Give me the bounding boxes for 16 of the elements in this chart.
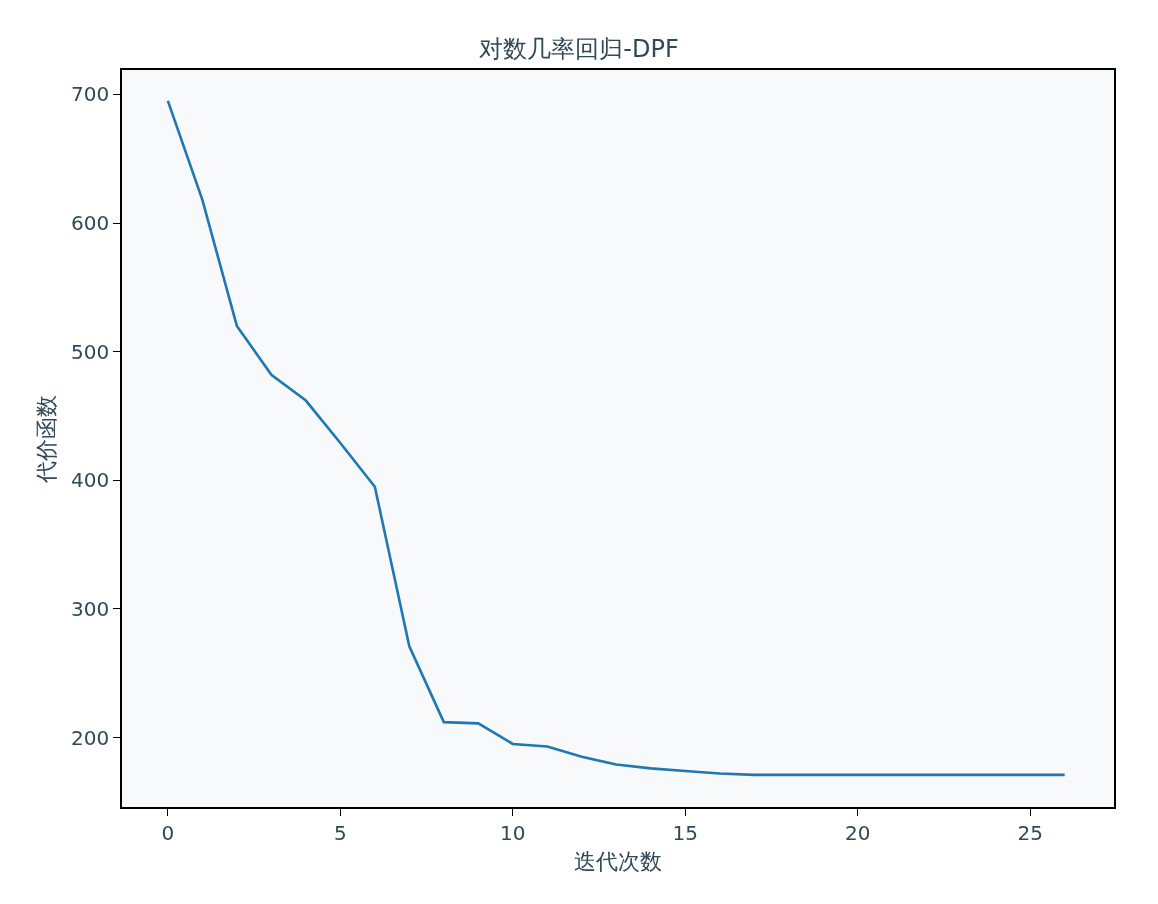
x-tick-label: 5 xyxy=(333,820,347,845)
y-tick-label: 600 xyxy=(71,211,110,236)
x-tick-label: 25 xyxy=(1017,820,1043,845)
y-axis-title: 代价函数 xyxy=(34,394,60,484)
y-tick-label: 300 xyxy=(71,596,110,621)
chart-title: 对数几率回归-DPF xyxy=(479,35,679,64)
x-axis-title: 迭代次数 xyxy=(574,849,662,875)
x-tick-label: 20 xyxy=(844,820,871,845)
x-tick-label: 0 xyxy=(161,820,175,845)
y-tick-label: 400 xyxy=(71,468,110,493)
y-tick-label: 500 xyxy=(71,339,110,364)
x-tick-label: 10 xyxy=(500,820,526,845)
y-tick-label: 200 xyxy=(71,725,110,750)
y-tick-label: 700 xyxy=(71,82,110,107)
line-series xyxy=(166,99,1066,777)
x-tick-label: 15 xyxy=(672,820,698,845)
